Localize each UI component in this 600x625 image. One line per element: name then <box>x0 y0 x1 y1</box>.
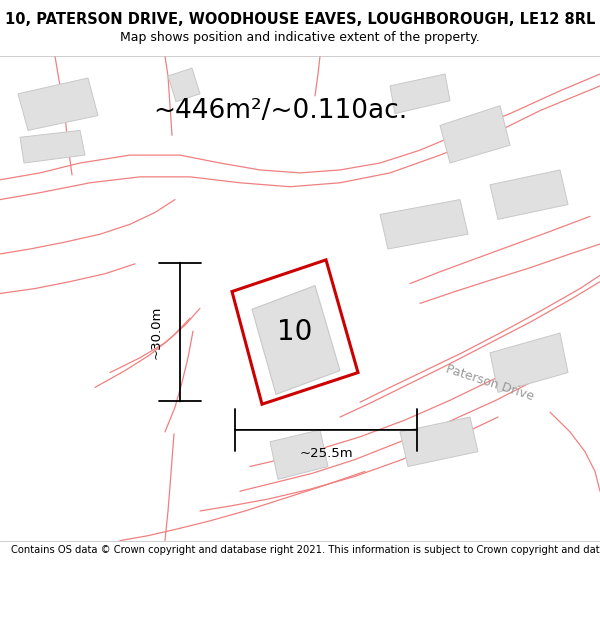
Polygon shape <box>380 199 468 249</box>
Text: Paterson Drive: Paterson Drive <box>445 362 536 403</box>
Text: ~25.5m: ~25.5m <box>299 447 353 460</box>
Text: 10: 10 <box>277 318 312 346</box>
Polygon shape <box>400 417 478 466</box>
Text: Contains OS data © Crown copyright and database right 2021. This information is : Contains OS data © Crown copyright and d… <box>11 545 600 555</box>
Polygon shape <box>490 333 568 392</box>
Polygon shape <box>18 78 98 131</box>
Polygon shape <box>20 131 85 163</box>
Polygon shape <box>168 68 200 102</box>
Polygon shape <box>490 170 568 219</box>
Text: 10, PATERSON DRIVE, WOODHOUSE EAVES, LOUGHBOROUGH, LE12 8RL: 10, PATERSON DRIVE, WOODHOUSE EAVES, LOU… <box>5 12 595 28</box>
Polygon shape <box>440 106 510 163</box>
Text: ~30.0m: ~30.0m <box>150 306 163 359</box>
Polygon shape <box>270 430 328 479</box>
Polygon shape <box>232 260 358 404</box>
Text: ~446m²/~0.110ac.: ~446m²/~0.110ac. <box>153 98 407 124</box>
Polygon shape <box>390 74 450 114</box>
Polygon shape <box>252 286 340 394</box>
Text: Map shows position and indicative extent of the property.: Map shows position and indicative extent… <box>120 31 480 44</box>
